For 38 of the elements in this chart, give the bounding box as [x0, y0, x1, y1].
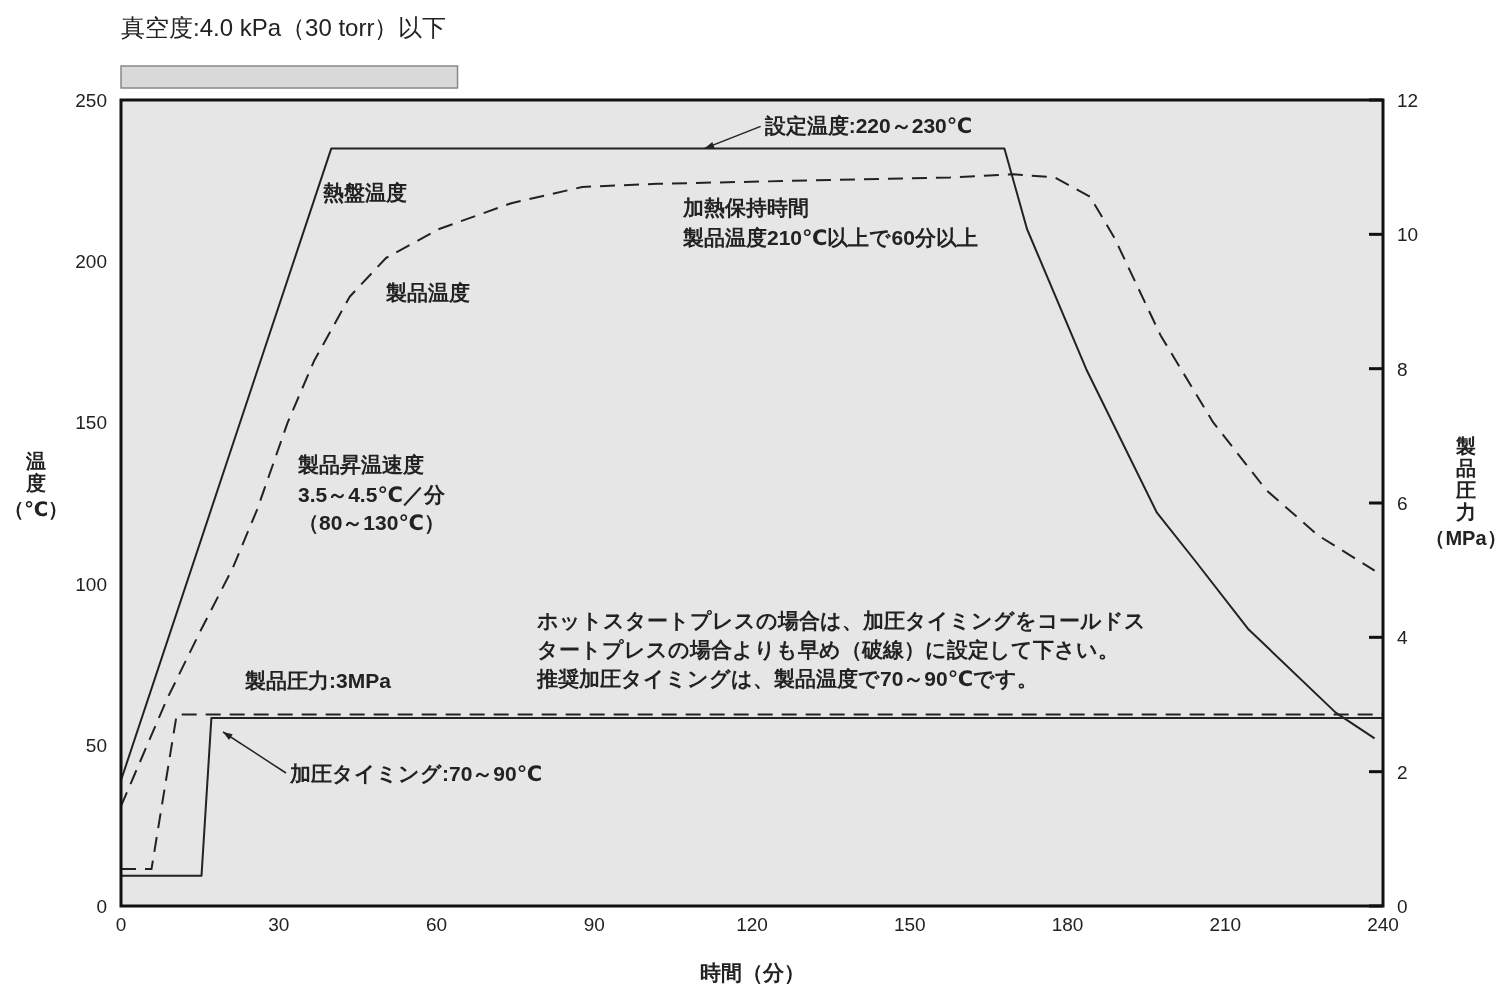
y-axis-title: 温度（℃） [3, 450, 69, 520]
y2-tick-label: 6 [1397, 493, 1408, 514]
x-tick-label: 0 [115, 914, 127, 935]
y2-tick-label: 0 [1397, 896, 1408, 917]
x-tick-label: 150 [893, 914, 926, 935]
arrow-annotation: 設定温度:220～230℃ [703, 114, 973, 150]
x-axis-title: 時間（分） [699, 961, 805, 984]
y-tick-label: 100 [75, 573, 107, 595]
series-label: 製品温度 [385, 280, 471, 304]
y-tick-label: 150 [75, 412, 107, 434]
annotation: 製品圧力:3MPa [245, 669, 391, 692]
annotation: 設定温度:220～230℃ [763, 114, 973, 138]
x-tick-label: 120 [736, 914, 768, 935]
annotation: 加熱保持時間 [683, 196, 809, 219]
y2-axis-title: 製品圧力（MPa） [1425, 435, 1504, 549]
annotation: 製品温度210℃以上で60分以上 [683, 226, 978, 249]
x-tick-label: 30 [268, 914, 290, 935]
y-tick-label: 200 [75, 251, 107, 273]
annotation: 製品昇温速度 [298, 453, 424, 476]
x-tick-label: 240 [1367, 914, 1399, 935]
series-label: 熱盤温度 [322, 181, 408, 205]
x-tick-label: 60 [425, 914, 448, 935]
y2-tick-label: 4 [1397, 627, 1408, 649]
y2-tick-label: 10 [1397, 224, 1419, 246]
y2-tick-label: 8 [1397, 358, 1408, 380]
y-tick-label: 0 [96, 896, 107, 917]
annotation: （80～130℃） [298, 511, 445, 534]
y2-tick-label: 12 [1397, 90, 1419, 111]
annotation: ホットスタートプレスの場合は、加圧タイミングをコールドスタートプレスの場合よりも早め（破線）に設定して下さい。推奨加圧タイミングは、製品温度で70～90℃です。 [537, 609, 1146, 690]
annotation: 加圧タイミング:70～90℃ [290, 762, 543, 785]
y-tick-label: 50 [85, 734, 107, 756]
y-tick-label: 250 [75, 90, 107, 111]
annotation: 3.5～4.5℃／分 [298, 483, 445, 506]
x-tick-label: 210 [1209, 914, 1242, 935]
x-tick-label: 90 [583, 914, 605, 935]
y2-tick-label: 2 [1397, 761, 1408, 783]
chart-title: 真空度:4.0 kPa（30 torr）以下 [121, 14, 447, 41]
x-tick-label: 180 [1051, 914, 1084, 935]
